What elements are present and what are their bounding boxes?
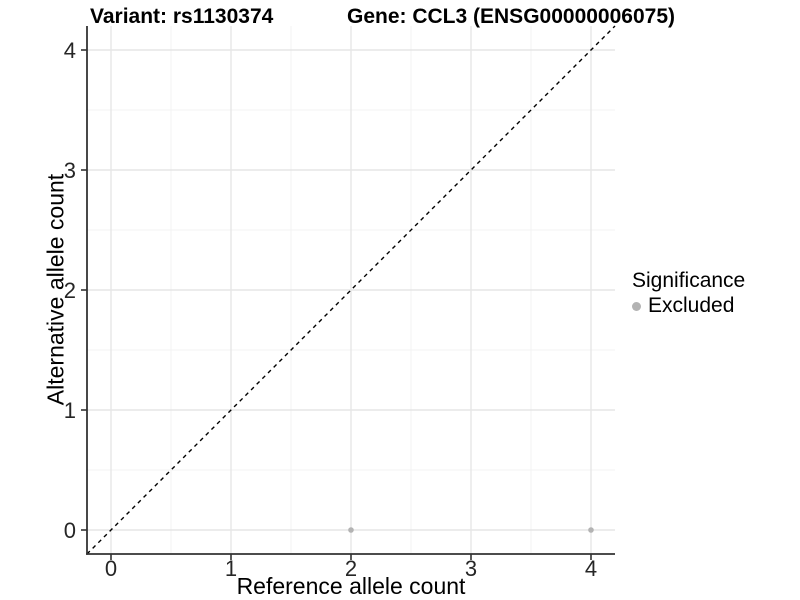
x-tick-label: 3 <box>465 556 477 581</box>
gene-title: Gene: CCL3 (ENSG00000006075) <box>347 5 675 28</box>
excluded-point-icon <box>632 301 641 311</box>
y-tick-label: 4 <box>64 38 76 63</box>
legend-item-excluded: Excluded <box>632 294 745 318</box>
y-axis-title: Alternative allele count <box>42 173 69 406</box>
x-tick-label: 2 <box>345 556 357 581</box>
x-axis-title: Reference allele count <box>236 573 466 599</box>
x-tick-label: 4 <box>585 556 597 581</box>
y-tick-label: 3 <box>64 158 76 183</box>
data-point <box>588 527 594 533</box>
x-tick-label: 0 <box>105 556 117 581</box>
y-tick-label: 1 <box>64 398 76 423</box>
legend-title: Significance <box>632 269 746 292</box>
x-tick-label: 1 <box>225 556 237 581</box>
y-tick-label: 0 <box>64 518 76 543</box>
legend: Significance Excluded <box>632 269 745 318</box>
data-point <box>348 527 354 533</box>
y-tick-label: 2 <box>64 278 76 303</box>
variant-title: Variant: rs1130374 <box>90 5 274 28</box>
legend-item-label: Excluded <box>648 294 735 317</box>
